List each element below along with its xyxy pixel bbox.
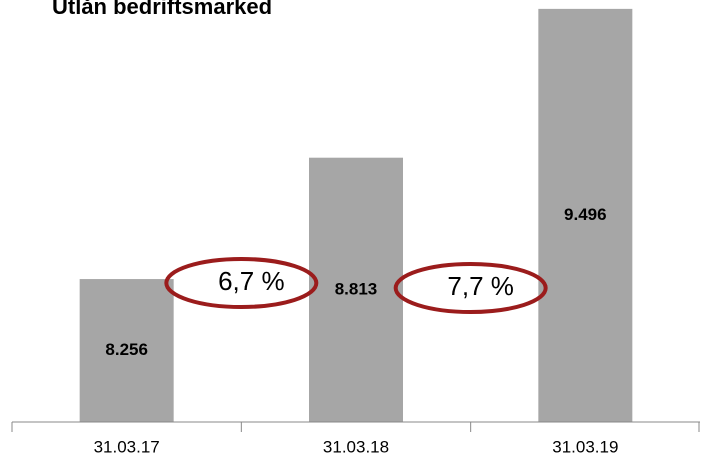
bar xyxy=(538,8,633,422)
x-tick-label: 31.03.18 xyxy=(323,437,389,456)
chart-title: Utlån bedriftsmarked xyxy=(52,0,272,19)
bar xyxy=(79,279,174,422)
x-tick-label: 31.03.17 xyxy=(94,437,160,456)
data-label: 9.496 xyxy=(564,205,607,224)
x-tick-label: 31.03.19 xyxy=(552,437,618,456)
data-label: 8.813 xyxy=(335,279,378,298)
growth-ellipse xyxy=(393,262,548,314)
bar xyxy=(309,157,403,423)
data-label: 8.256 xyxy=(105,340,148,359)
growth-label: 7,7 % xyxy=(447,271,514,301)
growth-label: 6,7 % xyxy=(218,266,285,296)
growth-ellipse xyxy=(164,257,319,309)
